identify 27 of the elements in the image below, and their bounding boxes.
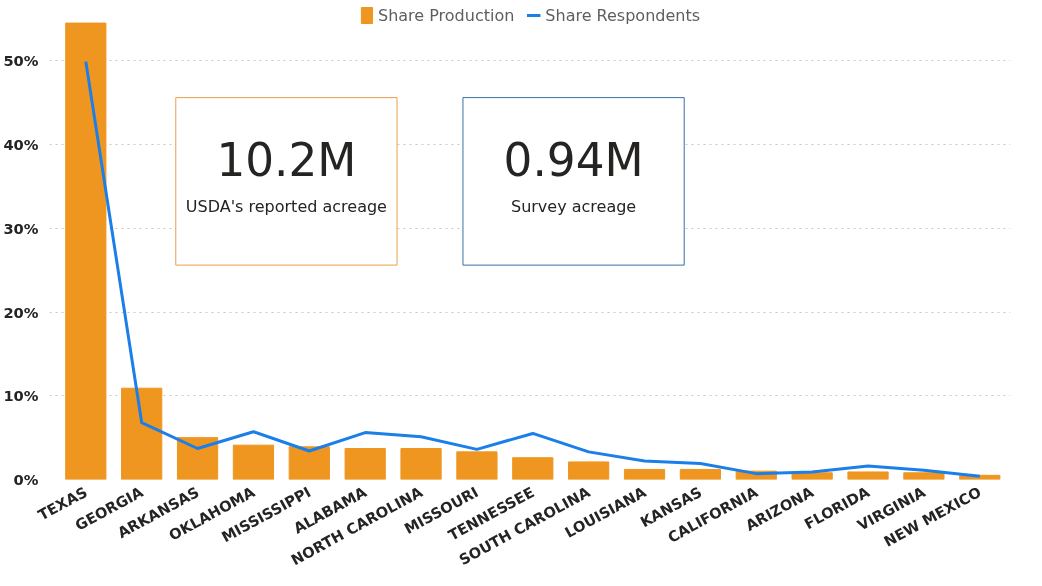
bar — [512, 457, 554, 480]
bar — [400, 448, 442, 480]
bar — [232, 444, 275, 480]
legend-label: Share Production — [377, 5, 515, 25]
annotation: 10.2M — [216, 134, 357, 188]
bar — [679, 468, 722, 480]
y-tick-label: 50% — [3, 52, 39, 70]
y-tick-label: 20% — [3, 303, 39, 321]
bar — [65, 22, 107, 480]
bar — [121, 387, 163, 480]
legend-label: Share Respondents — [545, 5, 701, 25]
bar — [847, 471, 889, 480]
bar — [176, 437, 219, 480]
bar — [623, 468, 666, 480]
line-series — [84, 60, 982, 478]
annotation: 0.94M — [503, 134, 644, 188]
annotation: USDA's reported acreage — [185, 197, 387, 217]
y-tick-label: 10% — [3, 387, 39, 405]
bar — [456, 451, 498, 480]
bar — [344, 448, 386, 480]
annotation: Survey acreage — [510, 197, 637, 217]
bar — [288, 446, 330, 480]
bar — [903, 472, 945, 480]
y-tick-label: 40% — [3, 136, 39, 154]
y-tick-label: 0% — [13, 471, 39, 488]
y-tick-label: 30% — [3, 219, 39, 237]
bar — [568, 461, 610, 480]
